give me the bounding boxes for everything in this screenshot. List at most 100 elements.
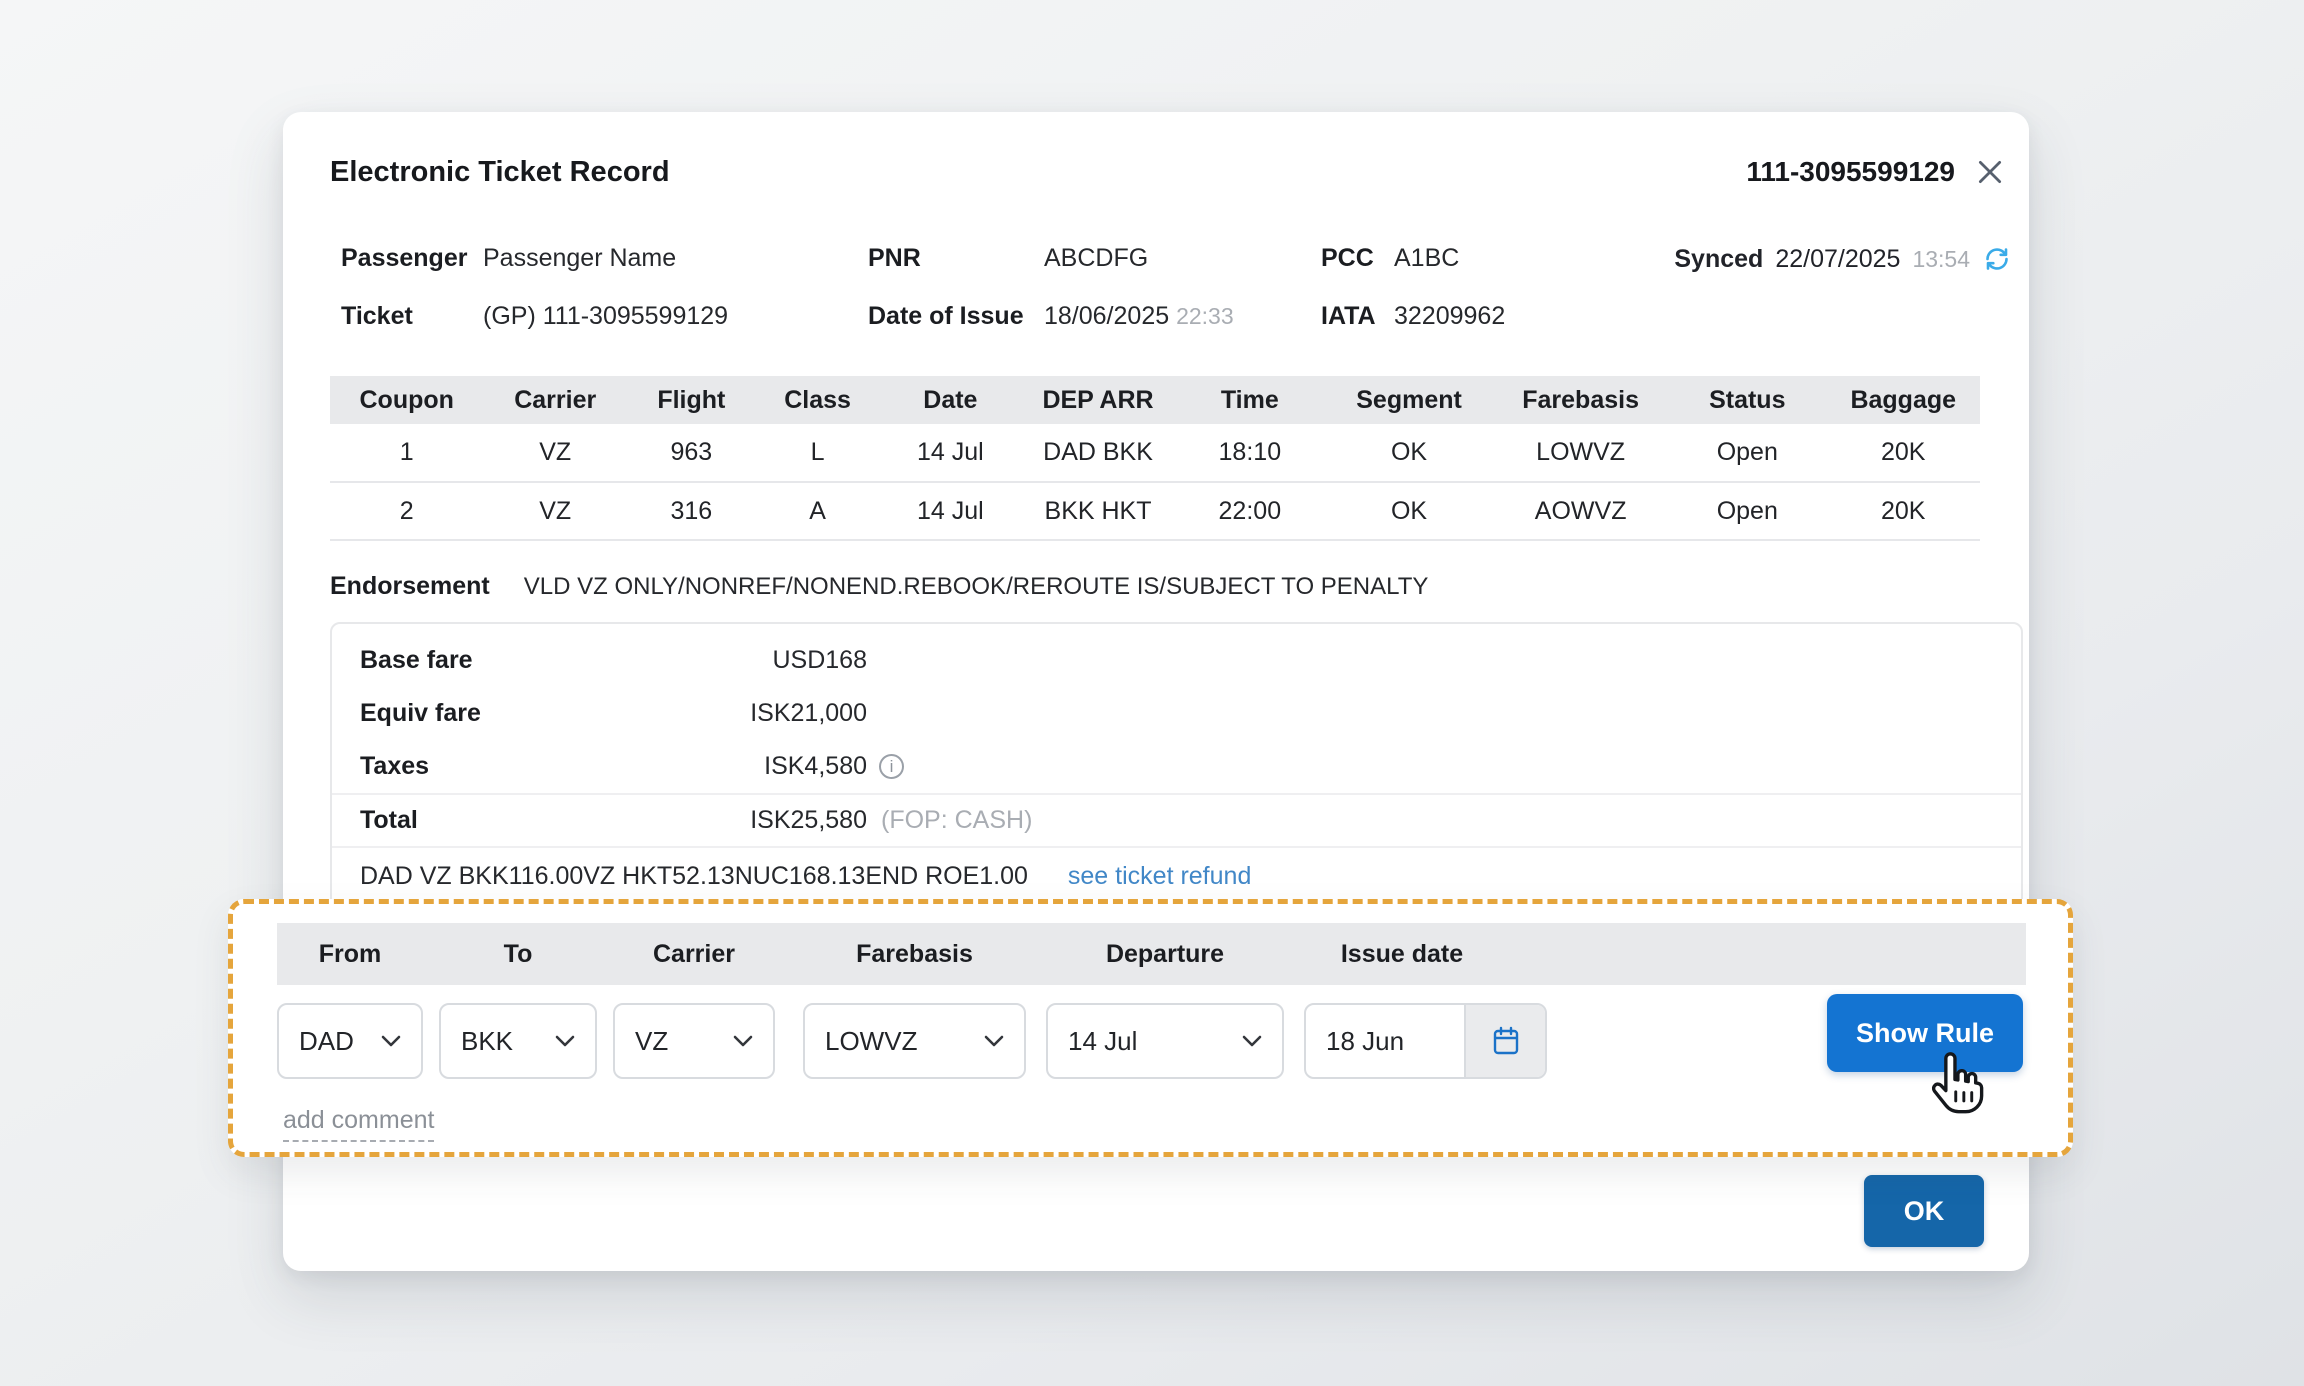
refresh-icon[interactable] <box>1982 244 2012 274</box>
chevron-down-icon <box>1242 1035 1262 1047</box>
cell-coupon: 2 <box>399 496 414 525</box>
show-rule-button[interactable]: Show Rule <box>1827 994 2023 1072</box>
see-ticket-refund-link[interactable]: see ticket refund <box>1067 861 1252 890</box>
cell-status: Open <box>1716 496 1778 525</box>
modal-title: Electronic Ticket Record <box>330 155 670 188</box>
from-label: From <box>318 939 382 968</box>
calendar-icon <box>1493 1026 1518 1055</box>
col-farebasis: Farebasis <box>1522 385 1639 414</box>
synced-time: 13:54 <box>1912 245 1970 272</box>
cell-segment: OK <box>1390 438 1428 466</box>
cell-flight: 316 <box>670 496 713 525</box>
chevron-down-icon <box>733 1035 753 1047</box>
cell-date: 14 Jul <box>917 438 984 466</box>
fare-calculation-row: DAD VZ BKK116.00VZ HKT52.13NUC168.13END … <box>332 846 2021 904</box>
chevron-down-icon <box>984 1035 1004 1047</box>
col-status: Status <box>1709 385 1786 414</box>
fop-note: (FOP: CASH) <box>881 806 1033 834</box>
info-row-2: Ticket (GP) 111-3095599129 Date of Issue… <box>330 298 2012 336</box>
farebasis-select-value: LOWVZ <box>825 1025 918 1056</box>
carrier-select[interactable]: VZ <box>613 1003 775 1079</box>
chevron-down-icon <box>555 1035 575 1047</box>
passenger-value: Passenger Name <box>483 244 677 272</box>
pnr-value: ABCDFG <box>1044 244 1149 272</box>
cell-carrier: VZ <box>539 496 572 525</box>
passenger-label: Passenger <box>341 244 468 272</box>
col-segment: Segment <box>1356 385 1462 414</box>
departure-select[interactable]: 14 Jul <box>1046 1003 1284 1079</box>
base-fare-value: USD168 <box>772 646 868 674</box>
cell-date: 14 Jul <box>917 496 984 525</box>
cell-baggage: 20K <box>1880 496 1926 525</box>
info-row-1: Passenger Passenger Name PNR ABCDFG PCC … <box>330 240 2012 278</box>
table-row: 1 VZ 963 L 14 Jul DAD BKK 18:10 OK LOWVZ… <box>330 424 1980 482</box>
total-value: ISK25,580 <box>750 806 867 834</box>
iata-label: IATA <box>1321 302 1376 330</box>
farebasis-select[interactable]: LOWVZ <box>803 1003 1026 1079</box>
cell-class: A <box>809 496 826 525</box>
pnr-label: PNR <box>868 244 921 272</box>
farebasis-label: Farebasis <box>856 939 973 968</box>
fare-row-base: Base fare USD168 <box>332 634 2021 687</box>
modal-header-right: 111-3095599129 <box>1746 155 2007 189</box>
ticket-number: 111-3095599129 <box>1746 156 1955 187</box>
chevron-down-icon <box>381 1035 401 1047</box>
issue-time: 22:33 <box>1176 303 1234 329</box>
col-date: Date <box>923 385 978 414</box>
ticket-value: (GP) 111-3095599129 <box>483 302 729 330</box>
fare-rule-panel: From To Carrier Farebasis Departure Issu… <box>228 899 2073 1157</box>
endorsement-label: Endorsement <box>330 572 490 600</box>
fare-row-equiv: Equiv fare ISK21,000 <box>332 687 2021 740</box>
cell-dep-arr: BKK HKT <box>1044 496 1152 525</box>
carrier-label: Carrier <box>653 939 735 968</box>
endorsement-text: VLD VZ ONLY/NONREF/NONEND.REBOOK/REROUTE… <box>523 573 1429 600</box>
close-button[interactable] <box>1973 155 2007 189</box>
taxes-value: ISK4,580 <box>764 752 867 780</box>
cell-baggage: 20K <box>1880 438 1926 466</box>
fare-summary-box: Base fare USD168 Equiv fare ISK21,000 Ta… <box>330 622 2023 922</box>
cell-class: L <box>810 438 825 466</box>
rule-panel-labels-strip: From To Carrier Farebasis Departure Issu… <box>277 923 2026 985</box>
ok-button[interactable]: OK <box>1864 1175 1984 1247</box>
from-select[interactable]: DAD <box>277 1003 423 1079</box>
cell-carrier: VZ <box>539 438 572 466</box>
departure-select-value: 14 Jul <box>1068 1025 1138 1056</box>
iata-value: 32209962 <box>1394 302 1506 330</box>
col-coupon: Coupon <box>359 385 454 414</box>
pcc-label: PCC <box>1321 244 1374 272</box>
cell-time: 22:00 <box>1218 496 1282 525</box>
to-select[interactable]: BKK <box>439 1003 597 1079</box>
rule-panel-controls: DAD BKK VZ LOWVZ 14 Jul 18 Jun <box>277 1003 1547 1079</box>
segments-table-header: Coupon Carrier Flight Class Date DEP ARR… <box>330 376 1980 424</box>
pcc-value: A1BC <box>1394 244 1460 272</box>
departure-label: Departure <box>1105 939 1225 968</box>
date-of-issue-label: Date of Issue <box>868 302 1024 330</box>
cell-farebasis: AOWVZ <box>1534 496 1627 525</box>
calendar-button[interactable] <box>1464 1005 1545 1077</box>
from-select-value: DAD <box>299 1025 354 1056</box>
cell-time: 18:10 <box>1218 438 1282 466</box>
segments-table: Coupon Carrier Flight Class Date DEP ARR… <box>330 376 1980 541</box>
to-label: To <box>503 939 533 968</box>
taxes-info-icon[interactable]: i <box>879 754 904 779</box>
close-icon <box>1978 160 2002 184</box>
issue-date: 18/06/2025 <box>1044 302 1170 330</box>
col-time: Time <box>1220 385 1279 414</box>
cell-farebasis: LOWVZ <box>1536 438 1626 466</box>
synced-label: Synced <box>1674 244 1764 273</box>
date-of-issue-value: 18/06/2025 22:33 <box>1044 302 1234 331</box>
issue-date-label: Issue date <box>1340 939 1464 968</box>
add-comment-link[interactable]: add comment <box>283 1106 435 1142</box>
to-select-value: BKK <box>461 1025 514 1056</box>
cell-coupon: 1 <box>399 438 414 466</box>
taxes-label: Taxes <box>360 752 430 780</box>
modal-header: Electronic Ticket Record 111-3095599129 <box>330 150 2007 194</box>
col-baggage: Baggage <box>1850 385 1957 414</box>
cell-flight: 963 <box>670 438 713 466</box>
issue-date-field[interactable]: 18 Jun <box>1304 1003 1547 1079</box>
col-dep-arr: DEP ARR <box>1042 385 1154 414</box>
synced-date: 22/07/2025 <box>1775 244 1901 273</box>
cell-status: Open <box>1716 438 1778 466</box>
ticket-label: Ticket <box>341 302 413 330</box>
carrier-select-value: VZ <box>635 1025 669 1056</box>
